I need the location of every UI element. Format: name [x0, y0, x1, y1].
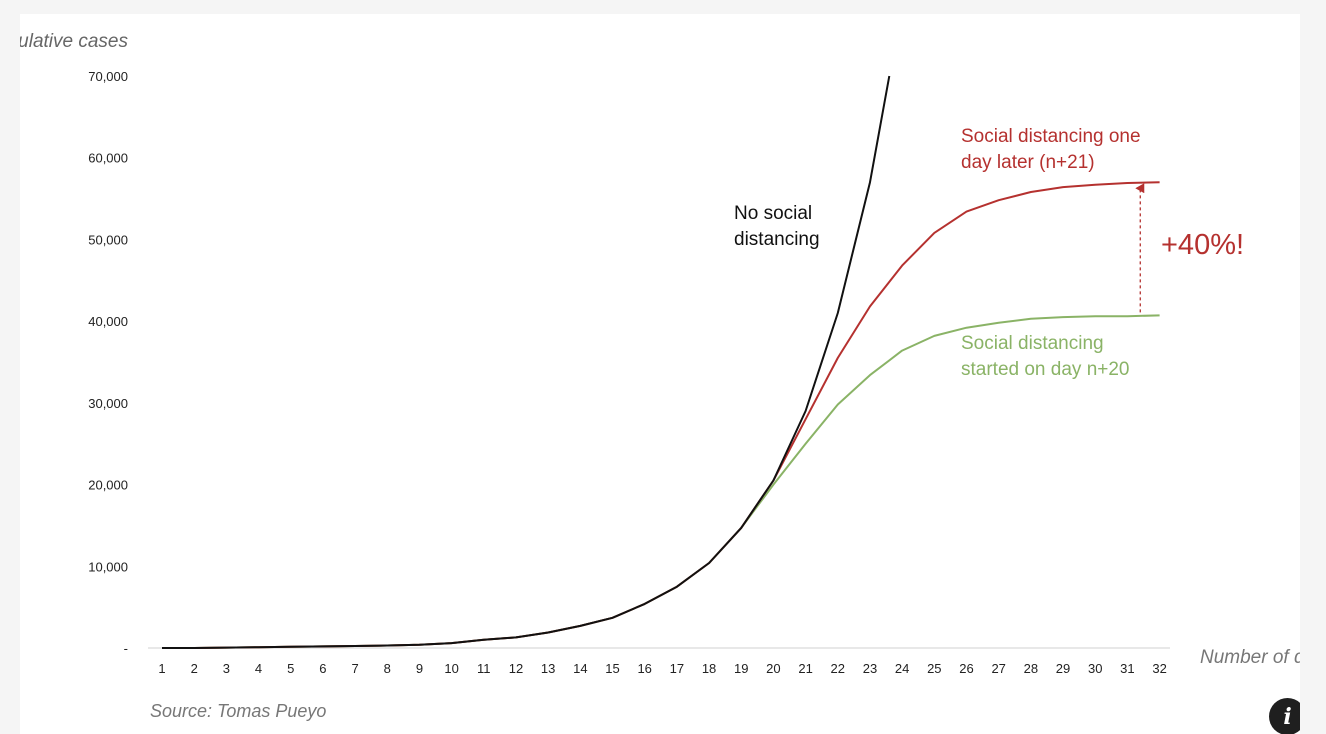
x-tick-label: 14	[573, 661, 587, 676]
series-lines	[162, 75, 1160, 649]
x-tick-label: 31	[1120, 661, 1134, 676]
y-tick-label: 30,000	[88, 396, 128, 411]
y-tick-label: 20,000	[88, 478, 128, 493]
x-tick-label: 4	[255, 661, 262, 676]
y-tick-label: 40,000	[88, 314, 128, 329]
y-tick-label: 60,000	[88, 151, 128, 166]
x-tick-label: 18	[702, 661, 716, 676]
x-tick-label: 24	[895, 661, 909, 676]
label-started-n20: started on day n+20	[961, 359, 1130, 380]
label-no-distancing: No social	[734, 203, 812, 224]
x-tick-label: 32	[1152, 661, 1166, 676]
annotations: No social distancing Social distancing one…	[734, 126, 1244, 380]
info-icon: i	[1283, 703, 1292, 730]
label-one-day-later: Social distancing one	[961, 126, 1141, 147]
x-tick-label: 8	[384, 661, 391, 676]
x-tick-label: 22	[831, 661, 845, 676]
y-tick-label: 70,000	[88, 69, 128, 84]
x-tick-label: 16	[637, 661, 651, 676]
series-line	[162, 181, 1160, 649]
x-tick-label: 2	[191, 661, 198, 676]
x-tick-label: 29	[1056, 661, 1070, 676]
y-axis-label: Cumulative cases	[20, 31, 128, 52]
x-tick-label: 5	[287, 661, 294, 676]
x-tick-label: 3	[223, 661, 230, 676]
label-started-n20: Social distancing	[961, 333, 1104, 354]
x-tick-label: 19	[734, 661, 748, 676]
y-tick-labels: - 10,000 20,000 30,000 40,000 50,000 60,000 70,…	[88, 69, 128, 656]
line-chart: Cumulative cases - 10,000 20,000 30,000 40,0…	[20, 31, 1300, 721]
x-tick-label: 28	[1024, 661, 1038, 676]
source-credit: Source: Tomas Pueyo	[150, 701, 326, 721]
label-one-day-later: day later (n+21)	[961, 152, 1095, 173]
x-axis-label: Number of days	[1200, 647, 1300, 668]
increase-label: +40%!	[1161, 229, 1244, 261]
x-tick-labels: 1 2 3 4 5 6 7 8 9 10 11 12 13 14 15 16 17 18 19 20 21 22 23 24 2…	[158, 661, 1166, 676]
label-no-distancing: distancing	[734, 229, 820, 250]
x-tick-label: 9	[416, 661, 423, 676]
y-tick-label: 50,000	[88, 232, 128, 247]
x-tick-label: 25	[927, 661, 941, 676]
x-tick-label: 27	[991, 661, 1005, 676]
x-tick-label: 10	[444, 661, 458, 676]
x-tick-label: 23	[863, 661, 877, 676]
series-line	[162, 75, 891, 649]
x-tick-label: 20	[766, 661, 780, 676]
y-tick-label: 10,000	[88, 559, 128, 574]
x-tick-label: 30	[1088, 661, 1102, 676]
x-tick-label: 11	[477, 661, 491, 676]
x-tick-label: 7	[351, 661, 358, 676]
x-tick-label: 17	[670, 661, 684, 676]
x-tick-label: 1	[158, 661, 165, 676]
chart-panel: Cumulative cases - 10,000 20,000 30,000 40,0…	[20, 14, 1300, 734]
x-tick-label: 13	[541, 661, 555, 676]
x-tick-label: 26	[959, 661, 973, 676]
x-tick-label: 6	[319, 661, 326, 676]
x-tick-label: 15	[605, 661, 619, 676]
y-tick-label: -	[124, 641, 128, 656]
x-tick-label: 12	[509, 661, 523, 676]
x-tick-label: 21	[798, 661, 812, 676]
info-button[interactable]: i	[1269, 698, 1300, 734]
